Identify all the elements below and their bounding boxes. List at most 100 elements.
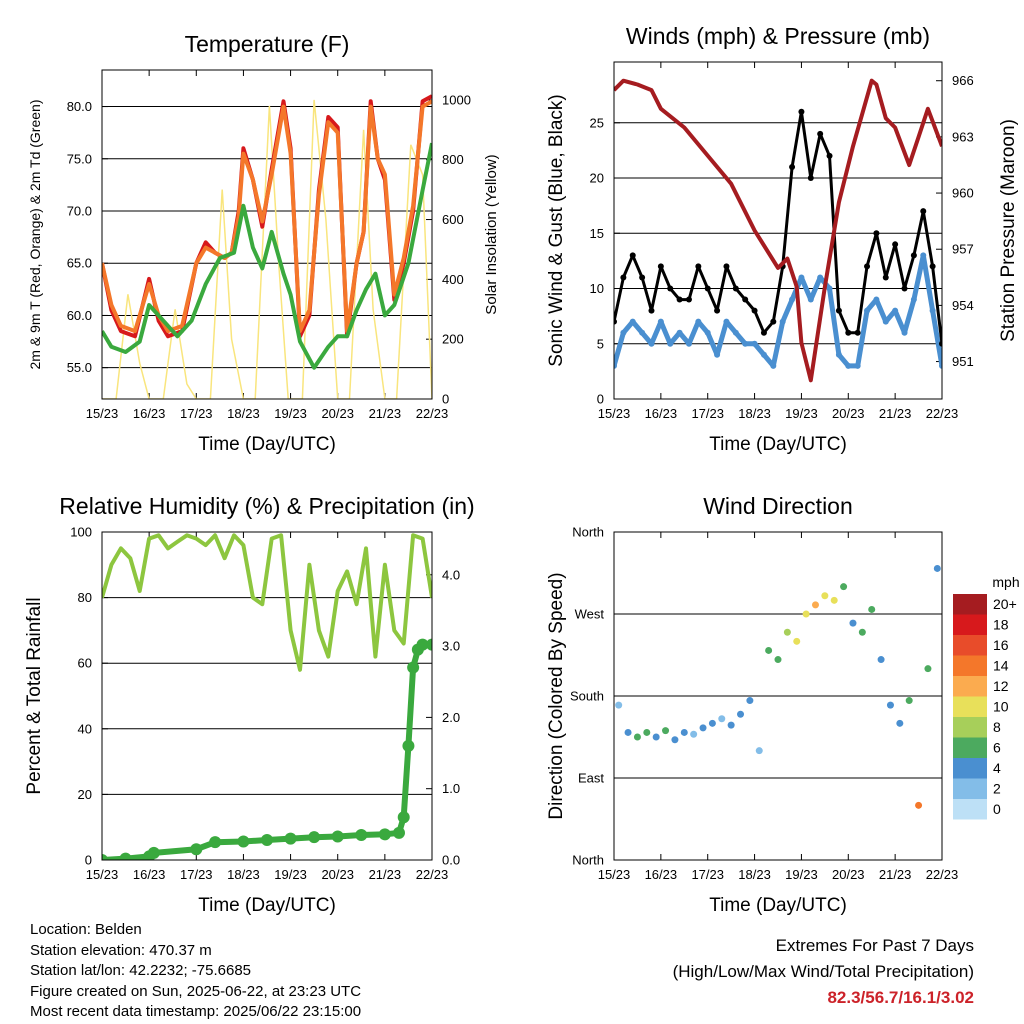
gust-point <box>807 175 814 182</box>
y-axis-label: 2m & 9m T (Red, Orange) & 2m Td (Green) <box>27 100 43 370</box>
legend-swatch <box>953 758 987 779</box>
y-tick-label: 5 <box>597 336 604 351</box>
station-info: Location: Belden Station elevation: 470.… <box>30 920 361 1023</box>
wind-point <box>798 274 805 281</box>
legend-label: 14 <box>993 658 1009 674</box>
legend-swatch <box>953 799 987 820</box>
y-tick-label: 0 <box>85 853 92 868</box>
y-tick-label: North <box>572 525 604 540</box>
x-tick-label: 15/23 <box>598 867 631 882</box>
y-right-tick-label: 4.0 <box>442 567 460 582</box>
x-tick-label: 17/23 <box>180 406 213 421</box>
solar-line <box>102 99 432 399</box>
direction-point <box>905 697 913 705</box>
extremes-subtitle: (High/Low/Max Wind/Total Precipitation) <box>672 962 974 981</box>
gust-point <box>639 274 646 281</box>
direction-point <box>699 724 707 732</box>
gust-point <box>873 230 880 237</box>
x-tick-label: 16/23 <box>133 867 166 882</box>
direction-point <box>755 747 763 755</box>
wind-point <box>657 318 664 325</box>
direction-point <box>690 730 698 738</box>
x-tick-label: 21/23 <box>879 867 912 882</box>
elevation-text: Station elevation: 470.37 m <box>30 941 212 959</box>
wind-point <box>873 296 880 303</box>
y-right-tick-label: 1000 <box>442 92 471 107</box>
x-tick-label: 15/23 <box>86 867 119 882</box>
plot-frame <box>101 531 433 861</box>
x-tick-label: 18/23 <box>738 406 771 421</box>
wind-point <box>929 307 936 314</box>
gust-point <box>817 130 824 137</box>
y-tick-label: 10 <box>590 281 604 296</box>
wind-point <box>864 307 871 314</box>
direction-point <box>868 605 876 613</box>
recent-text: Most recent data timestamp: 2025/06/22 2… <box>30 1003 362 1020</box>
wind-point <box>817 274 824 281</box>
gust-point <box>676 296 683 303</box>
wind-point <box>695 318 702 325</box>
direction-point <box>821 592 829 600</box>
x-tick-label: 17/23 <box>691 867 724 882</box>
series-line-3 <box>102 142 432 370</box>
x-tick-label: 22/23 <box>926 406 959 421</box>
y-right-tick-label: 2.0 <box>442 710 460 725</box>
legend-swatch <box>953 594 987 615</box>
x-tick-label: 21/23 <box>369 406 402 421</box>
direction-point <box>746 697 754 705</box>
gust-point <box>864 263 871 270</box>
wind-point <box>920 252 927 259</box>
location-text: Location: Belden <box>30 921 142 938</box>
legend-swatch <box>953 778 987 799</box>
wind-point <box>676 329 683 336</box>
x-tick-label: 20/23 <box>832 406 865 421</box>
chart-panel-2: Winds (mph) & Pressure (mb) 0 5 10 15 20 25 951… <box>546 23 1019 455</box>
legend-swatch <box>953 676 987 697</box>
direction-point <box>924 665 932 673</box>
y-tick-label: 0 <box>597 392 604 407</box>
y-tick-label: 80.0 <box>67 99 92 114</box>
wind-point <box>620 329 627 336</box>
direction-point <box>615 701 623 709</box>
x-tick-label: 19/23 <box>785 867 818 882</box>
direction-point <box>840 583 848 591</box>
wind-point <box>760 351 767 358</box>
direction-point <box>671 736 679 744</box>
legend-label: 8 <box>993 719 1001 735</box>
legend-label: 20+ <box>993 596 1017 612</box>
x-tick-label: 20/23 <box>321 867 354 882</box>
wind-point <box>667 340 674 347</box>
direction-point <box>727 721 735 729</box>
gust-point <box>657 263 664 270</box>
plot-frame <box>101 69 433 400</box>
legend-label: 16 <box>993 637 1009 653</box>
wind-point <box>882 318 889 325</box>
direction-point <box>737 710 745 718</box>
legend-swatch <box>953 737 987 758</box>
direction-point <box>652 733 660 741</box>
x-tick-label: 17/23 <box>691 406 724 421</box>
gust-point <box>648 307 655 314</box>
x-tick-label: 21/23 <box>369 867 402 882</box>
direction-point <box>802 610 810 618</box>
wind-point <box>704 329 711 336</box>
x-tick-label: 15/23 <box>598 406 631 421</box>
gust-point <box>614 318 617 325</box>
legend-swatch <box>953 717 987 738</box>
x-axis-label: Time (Day/UTC) <box>709 895 847 916</box>
y-right-tick-label: 966 <box>952 73 974 88</box>
wind-point <box>614 362 617 369</box>
precip-line <box>102 641 432 860</box>
y-right-tick-label: 3.0 <box>442 639 460 654</box>
x-tick-label: 18/23 <box>227 406 260 421</box>
chart-panel-4: Wind DirectionNorthEastSouthWestNorth15/… <box>546 493 1020 916</box>
legend-label: 10 <box>993 699 1009 715</box>
direction-point <box>624 728 632 736</box>
chart-title: Temperature (F) <box>185 31 350 57</box>
y-right-tick-label: 951 <box>952 354 974 369</box>
gust-point <box>667 285 674 292</box>
plot-area <box>102 94 432 399</box>
y-right-axis-label: Station Pressure (Maroon) <box>998 119 1019 342</box>
y-tick-label: 25 <box>590 115 604 130</box>
extremes-box: Extremes For Past 7 Days (High/Low/Max W… <box>673 933 974 1011</box>
